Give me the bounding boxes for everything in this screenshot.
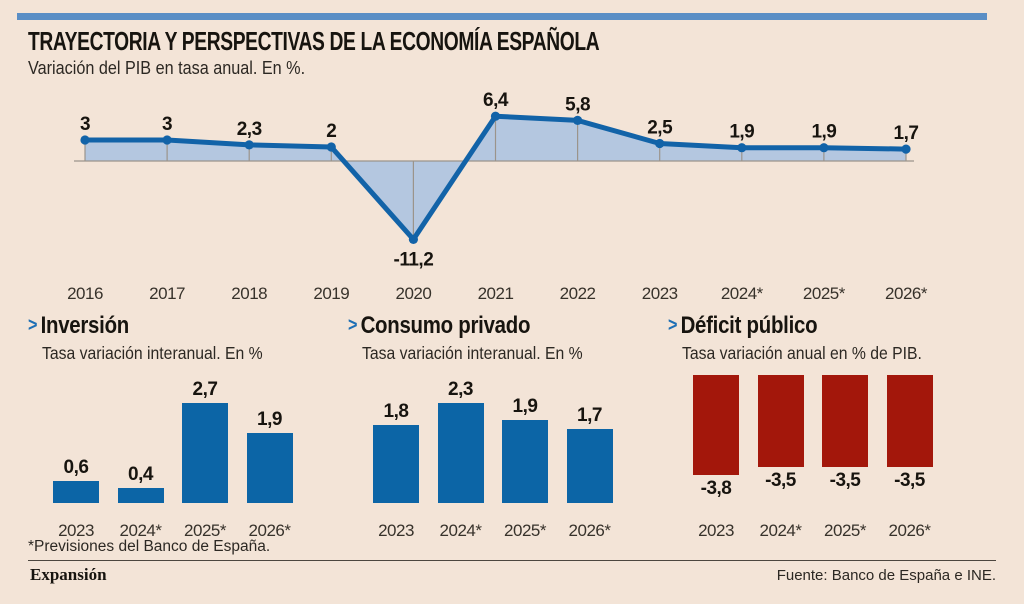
bar-value-label: -3,5: [829, 470, 861, 492]
panel-subtitle: Tasa variación interanual. En %: [42, 343, 263, 363]
bar-year-label: 2023: [58, 521, 94, 540]
bar-value-label: 1,9: [257, 408, 282, 430]
forecast-footnote: *Previsiones del Banco de España.: [28, 538, 271, 555]
panel-title-deficit: > Déficit público: [668, 312, 818, 340]
data-point-marker: [408, 234, 418, 244]
consumo-bar-chart: 1,8 2023 2,3 2024* 1,9 2025* 1,7 2026*: [345, 375, 657, 550]
point-value-label: 2,5: [647, 118, 673, 139]
data-point-marker: [162, 135, 172, 145]
x-axis-year-label: 2016: [67, 284, 103, 303]
bar-2026*: [886, 375, 933, 468]
footer-divider: [28, 560, 996, 561]
x-axis-year-label: 2019: [313, 284, 349, 303]
page-title: TRAYECTORIA Y PERSPECTIVAS DE LA ECONOMÍ…: [28, 26, 600, 56]
panel-title-inversion: > Inversión: [28, 312, 129, 340]
panel-inversion: > Inversión Tasa variación interanual. En…: [25, 312, 337, 542]
x-axis-year-label: 2022: [560, 284, 596, 303]
page-subtitle: Variación del PIB en tasa anual. En %.: [28, 58, 306, 78]
bar-value-label: 2,3: [448, 379, 473, 400]
point-value-label: 2: [326, 121, 336, 142]
bar-year-label: 2024*: [759, 521, 802, 540]
mini-charts-row: > Inversión Tasa variación interanual. En…: [25, 312, 1010, 542]
x-axis-year-label: 2025*: [803, 284, 846, 303]
bar-year-label: 2025*: [504, 521, 546, 540]
bar-year-label: 2023: [698, 521, 734, 540]
chevron-right-icon: >: [28, 315, 38, 336]
bar-2025*: [502, 420, 548, 503]
bar-value-label: 1,7: [577, 405, 602, 427]
bar-2025*: [822, 375, 868, 468]
point-value-label: 3: [162, 114, 172, 135]
x-axis-year-label: 2017: [149, 284, 185, 303]
bar-year-label: 2025*: [824, 521, 866, 540]
bar-value-label: 1,9: [512, 396, 538, 418]
bar-year-label: 2024*: [439, 521, 482, 540]
data-point-marker: [244, 140, 254, 150]
panel-title-text: Consumo privado: [360, 312, 531, 339]
data-point-marker: [655, 138, 665, 149]
panel-subtitle: Tasa variación interanual. En %: [362, 343, 583, 363]
bar-2023: [373, 424, 419, 503]
data-point-marker: [326, 142, 336, 152]
bar-2025*: [182, 403, 228, 503]
point-value-label: 1,9: [729, 122, 754, 143]
chevron-right-icon: >: [668, 315, 678, 336]
bar-value-label: -3,5: [765, 470, 796, 492]
x-axis-year-label: 2020: [395, 284, 431, 303]
point-value-label: 6,4: [483, 90, 509, 111]
bar-year-label: 2023: [378, 521, 414, 540]
bar-2024*: [757, 375, 804, 468]
panel-consumo-privado: > Consumo privado Tasa variación interanu…: [345, 312, 657, 542]
point-value-label: 3: [80, 114, 90, 135]
bar-2023: [693, 375, 739, 475]
source-credit: Fuente: Banco de España e INE.: [776, 567, 996, 584]
bar-2024*: [117, 488, 164, 503]
bar-year-label: 2025*: [184, 521, 226, 540]
point-value-label: -11,2: [394, 249, 434, 270]
x-axis-year-label: 2026*: [885, 284, 928, 303]
bar-value-label: 0,4: [128, 464, 153, 486]
bar-value-label: 1,8: [383, 400, 409, 422]
point-value-label: 2,3: [237, 119, 262, 140]
data-point-marker: [819, 143, 829, 153]
bar-2024*: [437, 403, 484, 503]
bar-2023: [53, 480, 99, 503]
data-point-marker: [573, 115, 583, 125]
x-axis-year-label: 2021: [478, 284, 514, 303]
point-value-label: 5,8: [565, 94, 590, 115]
bar-value-label: -3,8: [700, 478, 732, 499]
bar-year-label: 2026*: [568, 521, 611, 540]
bar-year-label: 2024*: [119, 521, 162, 540]
bar-year-label: 2026*: [888, 521, 931, 540]
bar-value-label: -3,5: [894, 470, 925, 492]
x-axis-year-label: 2023: [642, 284, 678, 303]
panel-title-text: Inversión: [40, 312, 130, 339]
bar-year-label: 2026*: [248, 521, 291, 540]
bar-value-label: 2,7: [192, 379, 218, 400]
panel-title-consumo: > Consumo privado: [348, 312, 530, 340]
deficit-bar-chart: -3,8 2023 -3,5 2024* -3,5 2025* -3,5 2026*: [665, 375, 977, 550]
gdp-line-chart: 3 3 2,3 2 -11,2 6,4 5,8 2,5 1,9 1,9 1,7 2016 2017 201…: [67, 90, 928, 303]
bar-value-label: 0,6: [63, 456, 89, 478]
data-point-marker: [737, 143, 747, 153]
data-point-marker: [80, 135, 90, 145]
bar-2026*: [246, 432, 293, 503]
x-axis-year-label: 2018: [231, 284, 267, 303]
brand-logo: Expansión: [30, 565, 107, 584]
bar-2026*: [566, 429, 613, 503]
panel-title-text: Déficit público: [680, 312, 818, 339]
data-point-marker: [901, 144, 911, 154]
point-value-label: 1,9: [811, 122, 836, 143]
x-axis-year-label: 2024*: [721, 284, 764, 303]
accent-bar: [17, 13, 987, 20]
panel-subtitle: Tasa variación anual en % de PIB.: [682, 343, 922, 363]
inversion-bar-chart: 0,6 2023 0,4 2024* 2,7 2025* 1,9 2026*: [25, 375, 337, 550]
point-value-label: 1,7: [894, 123, 919, 144]
data-point-marker: [490, 111, 501, 121]
panel-deficit-publico: > Déficit público Tasa variación anual en…: [665, 312, 977, 542]
chevron-right-icon: >: [348, 315, 358, 336]
